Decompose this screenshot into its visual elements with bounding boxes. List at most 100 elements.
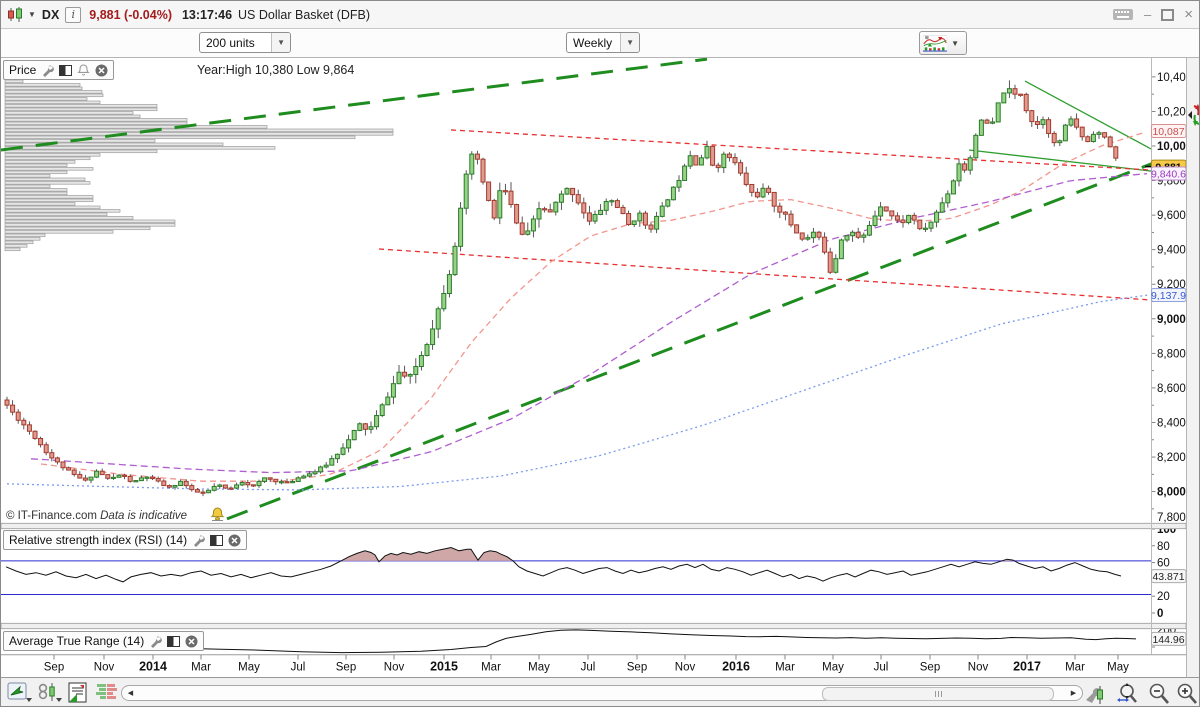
rsi-overbought-fill bbox=[342, 547, 512, 561]
rsi-line bbox=[5, 546, 1122, 583]
atr-panel-header: Average True Range (14) bbox=[3, 631, 205, 651]
panel-dividers bbox=[1, 58, 1186, 656]
zoom-out-icon[interactable] bbox=[1147, 682, 1171, 706]
units-dropdown[interactable]: 200 units ▼ bbox=[199, 32, 291, 53]
date-axis-label: Nov bbox=[968, 662, 989, 674]
date-axis-label: Mar bbox=[775, 662, 795, 674]
close-panel-icon[interactable] bbox=[185, 635, 198, 648]
svg-text:144.96: 144.96 bbox=[1152, 634, 1184, 646]
maximize-button[interactable] bbox=[1161, 8, 1175, 21]
chart-options-icon[interactable] bbox=[1083, 682, 1107, 706]
new-window-icon[interactable] bbox=[59, 64, 73, 76]
volume-profile bbox=[4, 79, 394, 252]
date-axis-label: May bbox=[822, 662, 844, 674]
svg-text:43.871: 43.871 bbox=[1152, 571, 1184, 583]
copyright-label: © IT-Finance.com Data is indicative bbox=[6, 510, 188, 522]
date-axis: Sep Nov 2014 Mar May Jul Sep Nov 2015 Mar May Jul Se… bbox=[44, 655, 1129, 674]
date-axis-label: 2015 bbox=[430, 660, 458, 674]
zoom-selection-icon[interactable] bbox=[1115, 682, 1141, 706]
price-quote: 9,881 (-0.04%) bbox=[89, 7, 172, 22]
indicator-preview-icon bbox=[923, 34, 948, 52]
date-axis-label: Jul bbox=[291, 662, 306, 674]
scrollbar-thumb[interactable] bbox=[822, 687, 1054, 701]
price-badge bbox=[1151, 287, 1186, 302]
add-indicator-button[interactable]: ▼ bbox=[919, 31, 967, 55]
rsi-plot bbox=[1, 546, 1151, 596]
price-axis-label: 8,600 bbox=[1157, 383, 1186, 395]
keyboard-icon[interactable] bbox=[1112, 8, 1134, 21]
date-axis-label: Nov bbox=[94, 662, 115, 674]
trendline-channel-lower-red bbox=[378, 248, 1151, 301]
trendline-uptrend-resistance-dashed bbox=[1, 58, 708, 152]
time-scrollbar[interactable]: ◀ ▶ bbox=[121, 685, 1083, 701]
price-axis-label: 8,800 bbox=[1157, 348, 1186, 360]
atr-plot bbox=[148, 629, 1137, 654]
alert-bell-icon[interactable] bbox=[77, 63, 91, 77]
date-axis-label: Nov bbox=[384, 662, 405, 674]
date-axis-label: 2017 bbox=[1013, 660, 1041, 674]
chart-toolbar: 200 units ▼ Weekly ▼ ▼ bbox=[1, 29, 1199, 58]
wrench-icon[interactable] bbox=[41, 64, 55, 77]
chevron-down-icon: ▼ bbox=[271, 33, 290, 52]
minimize-button[interactable]: – bbox=[1144, 6, 1152, 22]
new-window-icon[interactable] bbox=[210, 534, 224, 546]
candles-logo-icon bbox=[7, 6, 24, 23]
price-axis-label: 10,400 bbox=[1157, 72, 1186, 84]
symbol-label: DX bbox=[41, 7, 60, 22]
svg-text:9,137.9: 9,137.9 bbox=[1151, 290, 1186, 302]
chevron-down-icon: ▼ bbox=[620, 33, 639, 52]
price-axis-label: 8,200 bbox=[1157, 452, 1186, 464]
price-axis-label: 9,000 bbox=[1157, 314, 1186, 326]
close-panel-icon[interactable] bbox=[228, 534, 241, 547]
collapse-panel-button[interactable] bbox=[1187, 98, 1199, 132]
price-panel-header: Price bbox=[3, 60, 115, 80]
date-axis-label: Mar bbox=[191, 662, 211, 674]
svg-text:9,840.6: 9,840.6 bbox=[1151, 169, 1186, 181]
date-axis-label: Jul bbox=[874, 662, 889, 674]
price-panel-label: Price bbox=[9, 63, 37, 77]
date-axis-label: Sep bbox=[627, 662, 647, 674]
market-depth-icon[interactable] bbox=[95, 682, 119, 706]
date-axis-label: May bbox=[238, 662, 260, 674]
symbol-dropdown-caret[interactable]: ▼ bbox=[28, 10, 36, 19]
date-axis-label: May bbox=[1107, 662, 1129, 674]
rsi-overbought-fill bbox=[1002, 559, 1014, 561]
title-bar: ▼ DX i 9,881 (-0.04%) 13:17:46 US Dollar… bbox=[1, 1, 1199, 29]
chart-svg[interactable]: 20010,40010,20010,0009,8009,6009,4009,20… bbox=[1, 58, 1186, 677]
wrench-icon[interactable] bbox=[149, 635, 163, 648]
date-axis-label: Sep bbox=[44, 662, 64, 674]
new-window-icon[interactable] bbox=[167, 635, 181, 647]
date-axis-label: Nov bbox=[675, 662, 696, 674]
price-axis-label: 9,400 bbox=[1157, 245, 1186, 257]
close-panel-icon[interactable] bbox=[95, 64, 108, 77]
date-axis-label: Mar bbox=[481, 662, 501, 674]
alarm-bell-icon[interactable] bbox=[209, 507, 226, 522]
info-icon[interactable]: i bbox=[65, 6, 82, 23]
close-button[interactable]: × bbox=[1184, 5, 1193, 23]
price-badge bbox=[1151, 123, 1186, 138]
svg-text:20: 20 bbox=[1157, 591, 1170, 603]
news-icon[interactable] bbox=[67, 682, 89, 706]
price-axis-label: 10,200 bbox=[1157, 106, 1186, 118]
scroll-right-arrow[interactable]: ▶ bbox=[1070, 690, 1077, 697]
draw-order-icon[interactable] bbox=[7, 682, 33, 706]
trendline-uptrend-support-dashed bbox=[226, 162, 1151, 521]
price-axis-label: 10,000 bbox=[1157, 141, 1186, 153]
quote-time: 13:17:46 bbox=[181, 7, 233, 22]
scroll-left-arrow[interactable]: ◀ bbox=[127, 690, 134, 697]
svg-text:0: 0 bbox=[1157, 608, 1163, 620]
wrench-icon[interactable] bbox=[192, 534, 205, 547]
price-axis-label: 7,800 bbox=[1157, 512, 1186, 524]
link-chart-icon[interactable] bbox=[37, 682, 63, 706]
timeframe-dropdown[interactable]: Weekly ▼ bbox=[566, 32, 640, 53]
price-badge bbox=[1151, 569, 1186, 584]
trendline-wedge-lower bbox=[968, 149, 1151, 172]
date-axis-label: 2016 bbox=[722, 660, 750, 674]
zoom-in-icon[interactable] bbox=[1175, 682, 1199, 706]
price-axis-label: 8,000 bbox=[1157, 487, 1186, 499]
year-range-label: Year:High 10,380 Low 9,864 bbox=[197, 63, 355, 77]
candlesticks bbox=[4, 80, 1119, 497]
chart-canvas[interactable]: 20010,40010,20010,0009,8009,6009,4009,20… bbox=[1, 58, 1186, 677]
